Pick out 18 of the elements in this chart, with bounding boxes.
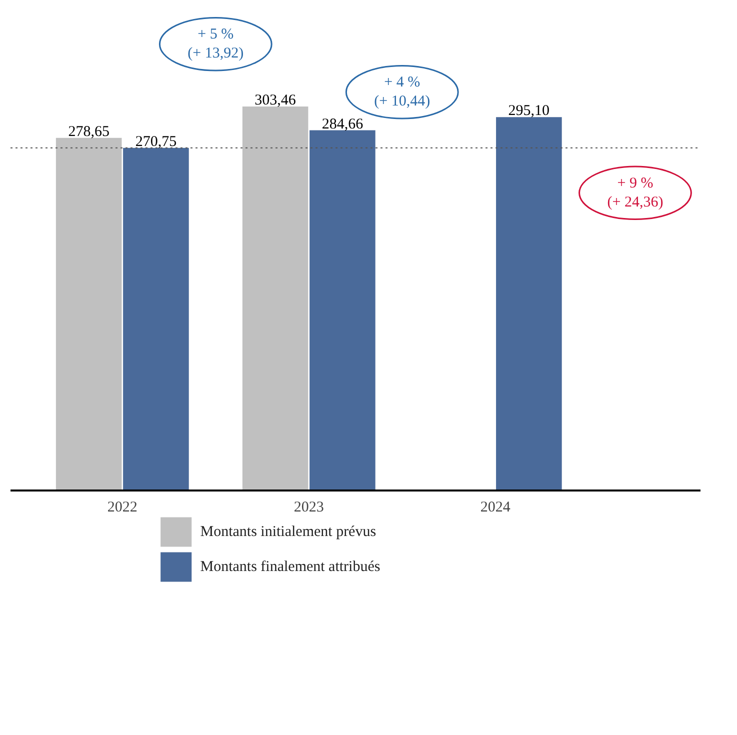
legend-label: Montants finalement attribués (200, 559, 380, 575)
x-tick-label: 2022 (107, 500, 138, 516)
data-label: 284,66 (322, 116, 364, 132)
bar (56, 138, 122, 490)
data-label: 278,65 (68, 124, 110, 140)
bar (310, 130, 376, 490)
annotation: + 9 % (+ 24,36) (607, 175, 664, 210)
x-tick-label: 2023 (294, 500, 324, 516)
data-label: 303,46 (254, 92, 296, 108)
text: + 5 % (+ 13,92) (188, 26, 244, 62)
annotation: + 4 % (+ 10,44) (374, 74, 430, 110)
data-label: 295,10 (508, 103, 550, 120)
legend-label: Montants initialement prévus (200, 524, 376, 540)
bar (242, 106, 308, 490)
bar (123, 148, 189, 490)
x-tick-label: 2024 (480, 500, 511, 516)
bar (496, 117, 562, 490)
data-label: 270,75 (135, 134, 177, 150)
